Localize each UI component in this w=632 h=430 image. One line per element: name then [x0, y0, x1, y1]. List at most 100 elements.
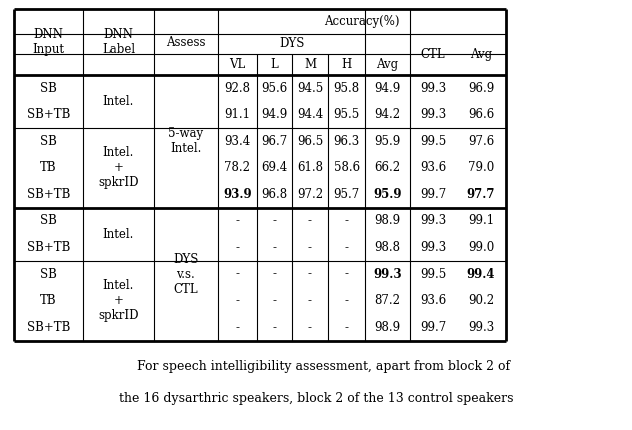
- Text: 94.2: 94.2: [374, 108, 401, 121]
- Text: 97.6: 97.6: [468, 135, 494, 148]
- Text: Assess: Assess: [166, 36, 205, 49]
- Text: 96.8: 96.8: [261, 188, 288, 201]
- Text: DYS: DYS: [279, 37, 305, 50]
- Text: -: -: [235, 321, 240, 334]
- Text: 93.9: 93.9: [223, 188, 252, 201]
- Text: 99.3: 99.3: [373, 267, 402, 281]
- Text: SB+TB: SB+TB: [27, 241, 70, 254]
- Text: Intel.: Intel.: [103, 228, 134, 241]
- Text: SB: SB: [40, 82, 57, 95]
- Text: 98.9: 98.9: [374, 215, 401, 227]
- Text: 69.4: 69.4: [261, 161, 288, 174]
- Text: CTL: CTL: [421, 48, 445, 61]
- Text: 93.4: 93.4: [224, 135, 250, 148]
- Text: 95.8: 95.8: [334, 82, 360, 95]
- Text: -: -: [344, 294, 349, 307]
- Text: Avg: Avg: [376, 58, 399, 71]
- Text: 66.2: 66.2: [374, 161, 401, 174]
- Text: DNN
Label: DNN Label: [102, 28, 135, 56]
- Text: 79.0: 79.0: [468, 161, 494, 174]
- Text: -: -: [272, 267, 276, 281]
- Text: SB: SB: [40, 215, 57, 227]
- Text: DYS
v.s.
CTL: DYS v.s. CTL: [173, 253, 198, 296]
- Text: SB: SB: [40, 267, 57, 281]
- Text: the 16 dysarthric speakers, block 2 of the 13 control speakers: the 16 dysarthric speakers, block 2 of t…: [119, 392, 513, 405]
- Text: 87.2: 87.2: [374, 294, 401, 307]
- Text: -: -: [344, 267, 349, 281]
- Text: -: -: [344, 215, 349, 227]
- Text: 96.9: 96.9: [468, 82, 494, 95]
- Text: 93.6: 93.6: [420, 161, 446, 174]
- Text: -: -: [272, 215, 276, 227]
- Text: 95.9: 95.9: [374, 135, 401, 148]
- Text: 99.7: 99.7: [420, 321, 446, 334]
- Text: L: L: [270, 58, 278, 71]
- Text: SB+TB: SB+TB: [27, 321, 70, 334]
- Text: SB+TB: SB+TB: [27, 108, 70, 121]
- Text: 99.3: 99.3: [420, 108, 446, 121]
- Text: DNN
Input: DNN Input: [33, 28, 64, 56]
- Text: 91.1: 91.1: [224, 108, 250, 121]
- Text: Intel.
+
spkrID: Intel. + spkrID: [98, 279, 139, 322]
- Text: 99.4: 99.4: [466, 267, 495, 281]
- Text: 95.7: 95.7: [334, 188, 360, 201]
- Text: 96.5: 96.5: [297, 135, 323, 148]
- Text: -: -: [344, 321, 349, 334]
- Text: 98.9: 98.9: [374, 321, 401, 334]
- Text: 96.7: 96.7: [261, 135, 288, 148]
- Text: Accuracy(%): Accuracy(%): [324, 15, 399, 28]
- Text: 99.3: 99.3: [420, 215, 446, 227]
- Text: -: -: [235, 294, 240, 307]
- Text: 99.3: 99.3: [468, 321, 494, 334]
- Text: 94.4: 94.4: [297, 108, 323, 121]
- Text: Avg: Avg: [470, 48, 492, 61]
- Text: -: -: [272, 294, 276, 307]
- Text: 61.8: 61.8: [297, 161, 323, 174]
- Text: 94.9: 94.9: [261, 108, 288, 121]
- Text: 96.3: 96.3: [334, 135, 360, 148]
- Text: -: -: [235, 267, 240, 281]
- Text: 90.2: 90.2: [468, 294, 494, 307]
- Text: -: -: [235, 215, 240, 227]
- Text: -: -: [235, 241, 240, 254]
- Text: 94.5: 94.5: [297, 82, 323, 95]
- Text: 58.6: 58.6: [334, 161, 360, 174]
- Text: 98.8: 98.8: [374, 241, 401, 254]
- Text: SB: SB: [40, 135, 57, 148]
- Text: -: -: [272, 321, 276, 334]
- Text: -: -: [308, 321, 312, 334]
- Text: -: -: [344, 241, 349, 254]
- Text: 99.0: 99.0: [468, 241, 494, 254]
- Text: 99.3: 99.3: [420, 241, 446, 254]
- Text: 99.5: 99.5: [420, 135, 446, 148]
- Text: 93.6: 93.6: [420, 294, 446, 307]
- Text: Intel.
+
spkrID: Intel. + spkrID: [98, 146, 139, 189]
- Text: -: -: [308, 267, 312, 281]
- Text: 99.5: 99.5: [420, 267, 446, 281]
- Text: 95.9: 95.9: [373, 188, 402, 201]
- Text: 97.7: 97.7: [466, 188, 495, 201]
- Text: H: H: [341, 58, 352, 71]
- Text: 99.1: 99.1: [468, 215, 494, 227]
- Text: VL: VL: [229, 58, 245, 71]
- Text: 96.6: 96.6: [468, 108, 494, 121]
- Text: 5-way
Intel.: 5-way Intel.: [168, 127, 204, 155]
- Text: 95.6: 95.6: [261, 82, 288, 95]
- Text: -: -: [272, 241, 276, 254]
- Text: 95.5: 95.5: [334, 108, 360, 121]
- Text: TB: TB: [40, 294, 57, 307]
- Text: 92.8: 92.8: [224, 82, 250, 95]
- Text: SB+TB: SB+TB: [27, 188, 70, 201]
- Text: M: M: [304, 58, 316, 71]
- Text: For speech intelligibility assessment, apart from block 2 of: For speech intelligibility assessment, a…: [121, 360, 511, 373]
- Text: -: -: [308, 294, 312, 307]
- Text: 99.7: 99.7: [420, 188, 446, 201]
- Text: TB: TB: [40, 161, 57, 174]
- Text: 78.2: 78.2: [224, 161, 250, 174]
- Text: -: -: [308, 215, 312, 227]
- Text: 94.9: 94.9: [374, 82, 401, 95]
- Text: -: -: [308, 241, 312, 254]
- Text: 99.3: 99.3: [420, 82, 446, 95]
- Text: Intel.: Intel.: [103, 95, 134, 108]
- Text: 97.2: 97.2: [297, 188, 323, 201]
